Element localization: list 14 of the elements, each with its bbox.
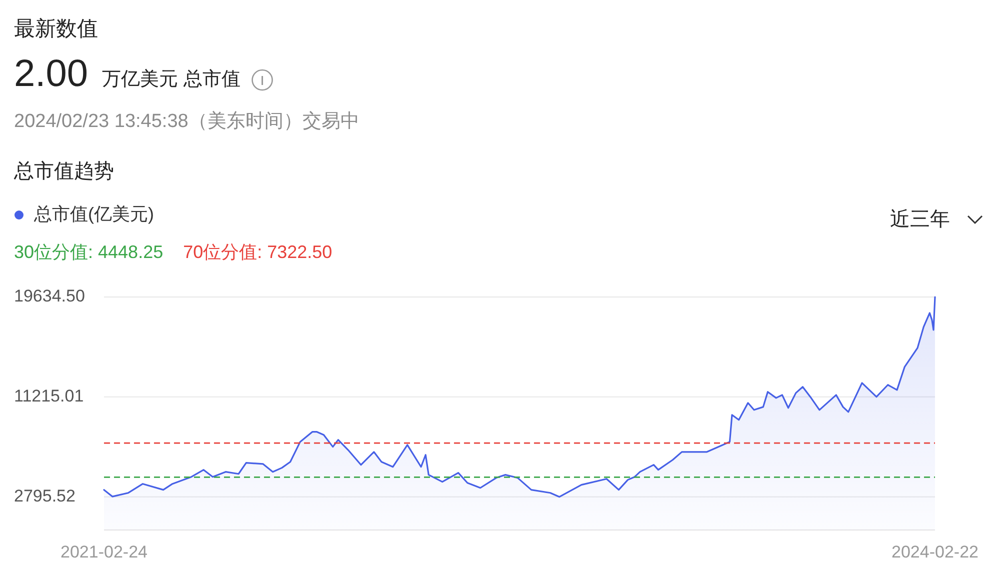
legend-label: 总市值(亿美元) xyxy=(33,204,154,224)
text: 近三年 xyxy=(890,208,950,230)
text: 2024/02/23 13:45:38（美东时间）交易中 xyxy=(14,110,360,132)
x-tick-label: 2024-02-22 xyxy=(892,542,978,562)
y-tick-label: 19634.50 xyxy=(14,286,85,306)
chart-title: 总市值趋势 xyxy=(13,160,114,182)
text: 2.00 xyxy=(14,53,88,96)
x-tick-label: 2021-02-24 xyxy=(60,542,148,562)
y-tick-label: 11215.01 xyxy=(14,386,84,406)
ref-line-label: 30位分值: 4448.25 xyxy=(14,242,164,262)
y-tick-label: 2795.52 xyxy=(14,486,76,506)
text: 最新数值 xyxy=(14,18,98,41)
text: 万亿美元 总市值 xyxy=(102,68,240,90)
ref-line-label: 70位分值: 7322.50 xyxy=(183,242,332,262)
